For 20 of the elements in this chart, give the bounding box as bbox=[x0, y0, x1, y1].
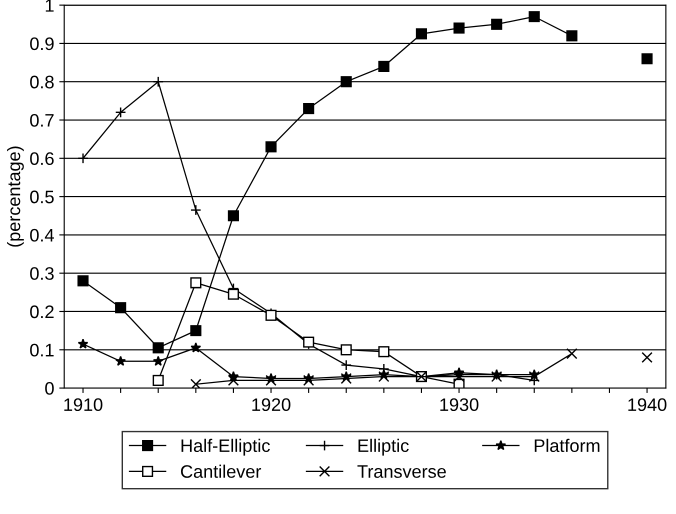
y-tick-label: 0 bbox=[45, 382, 54, 395]
y-tick-label: 0.5 bbox=[30, 190, 54, 204]
x-tick-label: 1920 bbox=[252, 398, 290, 412]
y-tick-label: 0.6 bbox=[30, 152, 54, 166]
y-tick-label: 0.4 bbox=[30, 228, 54, 242]
legend-label: Transverse bbox=[357, 465, 446, 478]
y-tick-label: 0.8 bbox=[30, 76, 54, 88]
legend-label: Platform bbox=[534, 438, 600, 452]
y-tick-label: 0.9 bbox=[30, 37, 54, 50]
x-tick-label: 1930 bbox=[440, 398, 478, 412]
x-tick-label: 1940 bbox=[628, 398, 666, 412]
legend-label: Half-Elliptic bbox=[182, 438, 270, 456]
y-tick-label: 0.3 bbox=[30, 267, 54, 280]
y-tick-label: 0.7 bbox=[30, 114, 54, 127]
legend-label: Elliptic bbox=[358, 438, 409, 456]
y-tick-label: 0.2 bbox=[30, 305, 54, 318]
x-tick-label: 1910 bbox=[64, 398, 102, 412]
legend-label: Cantilever bbox=[181, 464, 262, 478]
y-axis-title: (percentage) bbox=[7, 146, 24, 247]
y-tick-label: 0.1 bbox=[30, 344, 54, 356]
